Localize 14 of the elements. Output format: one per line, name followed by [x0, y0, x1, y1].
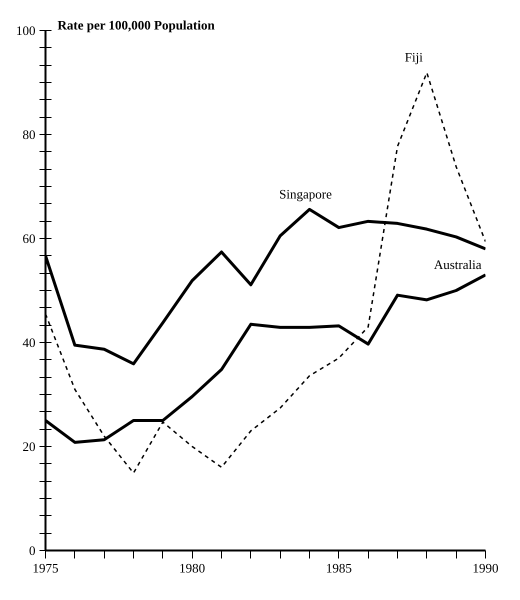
x-tick-label: 1990 [472, 560, 498, 576]
series-label: Singapore [279, 186, 332, 202]
series-label: Australia [434, 256, 482, 272]
x-tick-label: 1980 [179, 560, 206, 576]
x-tick-label: 1975 [32, 560, 58, 576]
y-tick-label: 100 [16, 23, 36, 38]
y-tick-label: 80 [22, 127, 36, 142]
y-tick-label: 20 [22, 439, 36, 454]
y-tick-label: 60 [22, 231, 36, 246]
y-axis-title: Rate per 100,000 Population [58, 18, 216, 32]
series-label: Fiji [404, 50, 424, 65]
y-tick-label: 0 [29, 543, 36, 558]
y-tick-label: 40 [22, 335, 36, 350]
x-tick-label: 1985 [326, 560, 352, 576]
